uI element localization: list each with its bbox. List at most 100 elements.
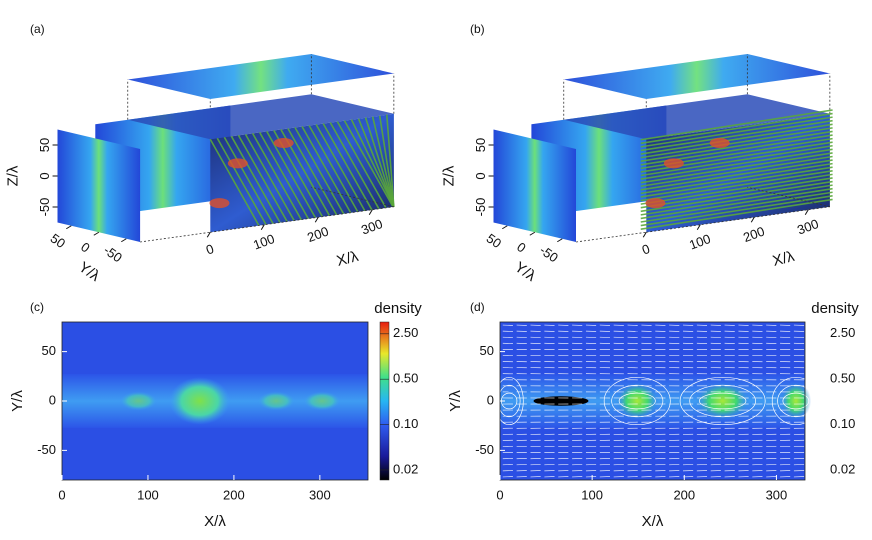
y-tick xyxy=(93,231,100,236)
y-tick-label: 0 xyxy=(78,239,93,255)
y-axis-label: Y/λ xyxy=(447,390,464,412)
x-tick-label: 300 xyxy=(795,216,821,238)
volume-top xyxy=(563,94,830,140)
streamline-loop xyxy=(618,392,656,410)
x-tick-label: 200 xyxy=(305,223,331,245)
x-tick-label: 100 xyxy=(581,487,603,502)
panel-label: (b) xyxy=(470,22,485,36)
y-tick-label: 50 xyxy=(484,231,504,252)
left-slice xyxy=(57,129,141,242)
guide-line xyxy=(210,206,394,233)
hot-patch xyxy=(645,198,666,209)
field-line xyxy=(640,112,833,145)
x-tick-label: 200 xyxy=(741,223,767,245)
field-line xyxy=(371,116,395,207)
field-line xyxy=(336,121,387,209)
y-tick-label: 0 xyxy=(514,239,529,255)
y-tick-label: -50 xyxy=(37,442,56,457)
field-line xyxy=(237,134,288,222)
x-tick xyxy=(368,209,373,216)
colorbar-label: density xyxy=(374,300,422,317)
colorbar-tick-label: 0.02 xyxy=(393,461,418,476)
field-line xyxy=(640,144,833,177)
y-axis-label: Y/λ xyxy=(75,259,103,286)
field-line xyxy=(640,191,833,223)
y-tick-label: 50 xyxy=(42,343,56,358)
x-axis-label: X/λ xyxy=(771,248,797,270)
hot-patch xyxy=(709,138,730,148)
streamline-loop xyxy=(777,384,815,418)
field-line xyxy=(216,137,267,225)
z-tick-label: 0 xyxy=(37,172,52,179)
colorbar-tick-label: 0.10 xyxy=(830,416,855,431)
field-line xyxy=(266,131,317,219)
y-tick xyxy=(529,231,536,236)
field-line xyxy=(209,138,260,226)
field-line xyxy=(640,155,833,188)
guide-line xyxy=(575,231,647,243)
field-line xyxy=(308,125,359,213)
density-blob xyxy=(695,382,751,420)
z-tick-label: 50 xyxy=(37,138,52,152)
z-tick-label: 50 xyxy=(473,138,488,152)
field-line xyxy=(640,130,833,162)
density-blob xyxy=(615,382,659,420)
density-blob xyxy=(780,382,812,420)
z-axis-label: Z/λ xyxy=(441,165,458,186)
streamline-loop xyxy=(494,376,524,426)
y-tick xyxy=(557,238,563,243)
top-slice xyxy=(563,54,830,99)
field-line xyxy=(640,127,833,159)
density-blob xyxy=(257,391,295,411)
x-tick-label: 100 xyxy=(251,231,277,253)
z-tick-label: -50 xyxy=(473,198,488,217)
field-line xyxy=(357,118,395,208)
field-line xyxy=(640,109,833,141)
density-void xyxy=(533,396,589,406)
field-line xyxy=(640,177,833,209)
streamline-loop xyxy=(679,376,766,426)
x-tick-label: 0 xyxy=(204,241,216,258)
field-line xyxy=(329,122,380,210)
field-line xyxy=(640,195,833,227)
field-line xyxy=(640,123,833,155)
panel-2d: (c) 0 100 200 300 -50 0 50 X/λ Y/λ 0.02 0.10 0.50 2.5… xyxy=(9,300,422,530)
field-line xyxy=(640,173,833,205)
panel-label: (c) xyxy=(30,300,44,314)
streamline-loop xyxy=(689,384,756,418)
hot-patch xyxy=(227,158,248,169)
hot-patch xyxy=(273,138,294,148)
x-tick-label: 300 xyxy=(359,216,385,238)
field-line xyxy=(294,127,345,215)
x-tick-label: 0 xyxy=(58,487,65,502)
field-line xyxy=(640,119,833,152)
y-tick xyxy=(502,225,508,230)
density-blob xyxy=(303,391,341,411)
y-tick-label: 0 xyxy=(487,392,494,407)
field-line xyxy=(230,135,281,223)
colorbar-tick-label: 2.50 xyxy=(830,325,855,340)
x-tick xyxy=(206,231,211,238)
x-tick-label: 0 xyxy=(496,487,503,502)
field-line xyxy=(343,120,394,208)
streamline-loop xyxy=(611,384,664,418)
y-tick xyxy=(66,225,72,230)
left-slice xyxy=(493,129,576,242)
density-blob xyxy=(120,391,157,411)
x-tick xyxy=(314,216,319,223)
x-tick-label: 300 xyxy=(766,487,788,502)
field-line xyxy=(640,187,833,220)
panel-label: (d) xyxy=(470,300,485,314)
y-tick-label: 50 xyxy=(480,343,494,358)
field-line xyxy=(322,123,373,211)
field-line xyxy=(640,184,833,216)
panel-2d: (d) 0 100 200 300 -50 0 50 X/λ Y/λ 0.02 0.10 0.50 2.5… xyxy=(447,300,859,530)
colorbar-tick-label: 0.50 xyxy=(393,371,418,386)
field-line xyxy=(378,115,395,207)
x-axis-label: X/λ xyxy=(642,513,664,530)
guide-line xyxy=(139,231,211,243)
x-tick xyxy=(642,231,647,238)
guide-line xyxy=(646,206,830,233)
